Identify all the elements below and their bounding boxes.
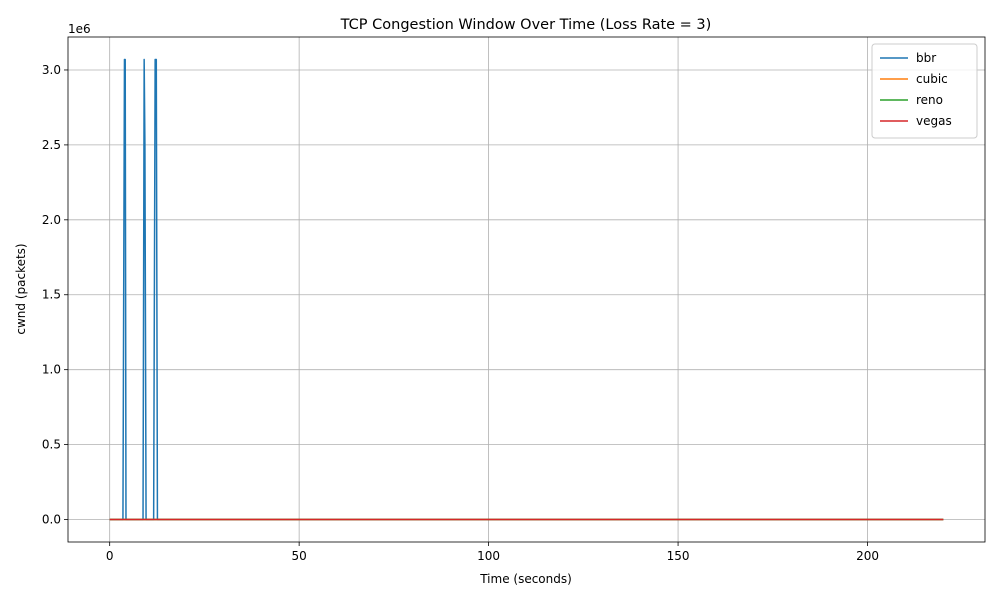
legend-label-bbr: bbr <box>916 51 936 65</box>
plot-frame <box>67 36 986 543</box>
y-tick-label: 3.0 <box>42 63 61 77</box>
chart-title: TCP Congestion Window Over Time (Loss Ra… <box>340 17 712 33</box>
series-line-bbr <box>109 58 944 521</box>
y-tick-label: 2.5 <box>42 138 61 152</box>
x-tick-label: 150 <box>667 549 690 563</box>
y-tick-label: 0.5 <box>42 438 61 452</box>
x-tick-label: 50 <box>292 549 307 563</box>
y-axis-label: cwnd (packets) <box>14 243 28 334</box>
x-axis-label: Time (seconds) <box>479 572 572 586</box>
y-tick-label: 0.0 <box>42 513 61 527</box>
y-tick-label: 1.5 <box>42 288 61 302</box>
y-tick-label: 1.0 <box>42 363 61 377</box>
legend-label-reno: reno <box>916 93 943 107</box>
legend-box <box>871 43 978 139</box>
tick-layer: 0 50 100 150 200 0.0 0.5 1.0 1.5 2.0 2.5 3.0 <box>42 63 879 563</box>
y-tick-label: 2.0 <box>42 213 61 227</box>
series-layer <box>109 58 944 521</box>
legend-label-cubic: cubic <box>916 72 948 86</box>
x-tick-label: 0 <box>106 549 114 563</box>
legend: bbr cubic reno vegas <box>871 43 978 139</box>
y-offset-label: 1e6 <box>68 22 91 36</box>
x-tick-label: 200 <box>856 549 879 563</box>
x-tick-label: 100 <box>477 549 500 563</box>
legend-label-vegas: vegas <box>916 114 952 128</box>
